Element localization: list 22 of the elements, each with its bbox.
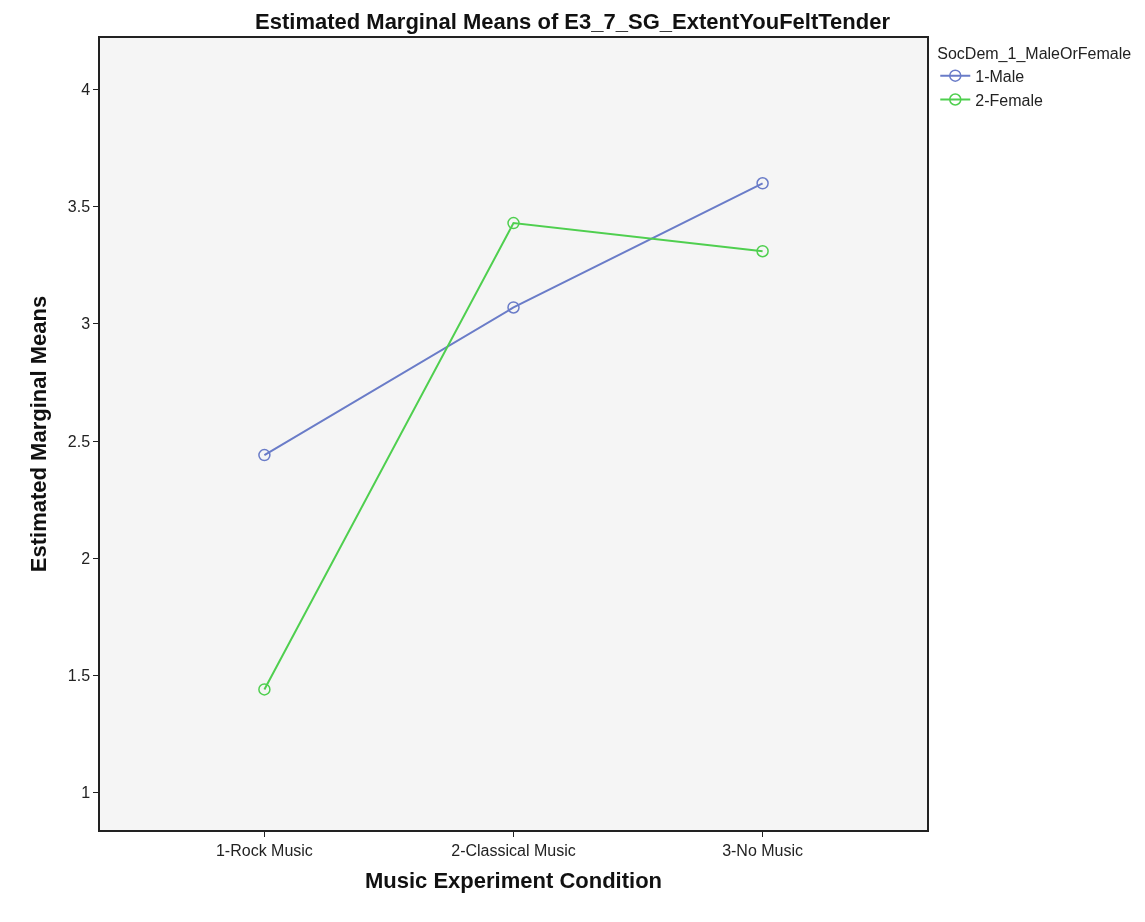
x-tick-label: 2-Classical Music	[451, 841, 576, 859]
legend-label: 1-Male	[975, 67, 1025, 85]
y-tick-label: 2	[81, 549, 91, 567]
y-tick-label: 4	[81, 81, 91, 99]
x-tick-label: 1-Rock Music	[215, 841, 313, 859]
x-axis-title: Music Experiment Condition	[364, 868, 663, 894]
point	[507, 216, 520, 230]
y-tick-label: 3.5	[67, 198, 91, 216]
point	[258, 448, 271, 462]
point	[756, 244, 769, 258]
point	[507, 301, 520, 314]
chart-title: Estimated Marginal Means of E3_7_SG_ExtentYouFeltTender	[255, 9, 891, 35]
y-tick-label: 2.5	[67, 432, 91, 450]
y-tick-label: 1.5	[67, 666, 91, 684]
y-tick-label: 1	[81, 784, 91, 802]
y-tick-label: 3	[81, 315, 91, 333]
legend-title: SocDem_1_MaleOrFemale	[937, 44, 1132, 63]
legend-label: 2-Female	[975, 91, 1043, 109]
x-tick-label: 3-No Music	[722, 841, 804, 859]
point	[756, 177, 769, 190]
point	[258, 683, 271, 696]
y-axis-title: Estimated Marginal Means	[26, 295, 52, 573]
